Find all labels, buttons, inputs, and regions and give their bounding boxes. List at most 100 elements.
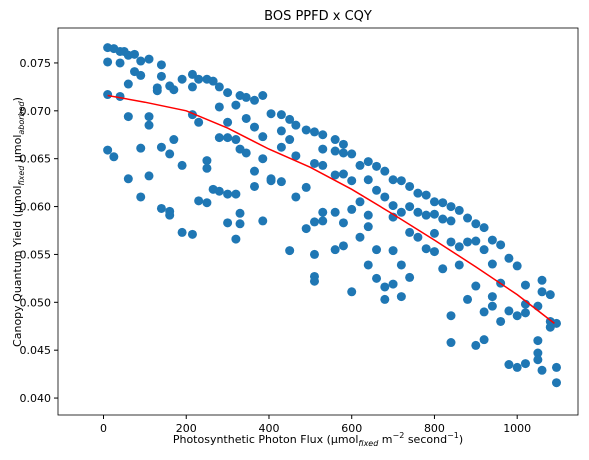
scatter-point [380, 294, 390, 304]
scatter-point [429, 209, 439, 219]
scatter-point [223, 133, 233, 143]
scatter-point [144, 171, 154, 181]
scatter-point [276, 110, 286, 120]
scatter-point [363, 210, 373, 220]
scatter-point [301, 125, 311, 135]
scatter-point [231, 234, 241, 244]
scatter-point [487, 301, 497, 311]
scatter-point [463, 237, 473, 247]
scatter-point [136, 56, 146, 66]
scatter-point [318, 207, 328, 217]
scatter-point [372, 161, 382, 171]
scatter-point [429, 197, 439, 207]
scatter-point [363, 157, 373, 167]
y-label-part: ) [11, 97, 24, 101]
scatter-point [372, 245, 382, 255]
scatter-point [446, 237, 456, 247]
scatter-point [152, 86, 162, 96]
x-label-part: second [404, 433, 447, 446]
scatter-point [276, 126, 286, 136]
scatter-point [537, 275, 547, 285]
scatter-point [454, 242, 464, 252]
y-label-sub: fixed [17, 165, 26, 186]
x-label-sub: fixed [358, 439, 379, 448]
scatter-point [144, 120, 154, 130]
scatter-point [388, 175, 398, 185]
y-axis-label: Canopy Quantum Yield (µmolfixed µmolabor… [11, 97, 26, 347]
scatter-point [177, 227, 187, 237]
x-tick-label: 0 [100, 422, 107, 435]
x-label-sup: −1 [447, 431, 459, 440]
scatter-point [249, 95, 259, 105]
scatter-point [512, 362, 522, 372]
scatter-point [533, 348, 543, 358]
plot-frame [57, 27, 579, 416]
scatter-point [231, 189, 241, 199]
y-tick-label: 0.060 [20, 201, 52, 214]
scatter-point [533, 336, 543, 346]
scatter-point [372, 185, 382, 195]
scatter-point [136, 143, 146, 153]
scatter-point [318, 160, 328, 170]
y-tick-label: 0.045 [20, 344, 52, 357]
scatter-point [291, 192, 301, 202]
y-tick-label: 0.075 [20, 57, 52, 70]
y-tick-label: 0.055 [20, 248, 52, 261]
scatter-point [156, 71, 166, 81]
scatter-point [487, 292, 497, 302]
scatter-point [235, 208, 245, 218]
scatter-point [446, 338, 456, 348]
scatter-point [194, 196, 204, 206]
scatter-point [396, 207, 406, 217]
x-tick-label: 600 [341, 422, 362, 435]
scatter-point [241, 148, 251, 158]
scatter-point [169, 85, 179, 95]
scatter-point [301, 224, 311, 234]
scatter-point [347, 176, 357, 186]
scatter-point [115, 58, 125, 68]
scatter-point [130, 49, 140, 59]
scatter-point [214, 82, 224, 92]
scatter-point [266, 109, 276, 119]
scatter-point [276, 177, 286, 187]
scatter-point [405, 272, 415, 282]
scatter-point [405, 181, 415, 191]
scatter-point [266, 176, 276, 186]
scatter-point [504, 360, 514, 370]
x-label-part: Photosynthetic Photon Flux (µmol [173, 433, 359, 446]
scatter-point [249, 166, 259, 176]
x-tick-label: 1000 [503, 422, 531, 435]
scatter-point [202, 163, 212, 173]
scatter-point [479, 335, 489, 345]
scatter-point [396, 176, 406, 186]
x-axis-label: Photosynthetic Photon Flux (µmolfixed m −… [173, 431, 463, 448]
scatter-point [429, 228, 439, 238]
y-tick-label: 0.040 [20, 392, 52, 405]
scatter-point [249, 122, 259, 132]
scatter-point [214, 186, 224, 196]
x-label-part: m [378, 433, 392, 446]
scatter-point [103, 90, 113, 100]
x-label-part: ) [459, 433, 463, 446]
scatter-point [355, 160, 365, 170]
y-tick-label: 0.070 [20, 105, 52, 118]
scatter-point [136, 70, 146, 80]
scatter-point [123, 174, 133, 184]
scatter-point [144, 54, 154, 64]
scatter-point [355, 197, 365, 207]
scatter-point [258, 132, 268, 142]
scatter-point [258, 91, 268, 100]
scatter-point [291, 151, 301, 161]
scatter-point [276, 142, 286, 152]
scatter-point [496, 316, 506, 326]
scatter-point [463, 213, 473, 223]
scatter-point [413, 207, 423, 217]
scatter-point [520, 280, 530, 290]
scatter-point [504, 253, 514, 263]
scatter-point [235, 219, 245, 229]
scatter-point [372, 273, 382, 283]
scatter-point [347, 204, 357, 214]
scatter-point [258, 154, 268, 164]
scatter-point [285, 135, 295, 145]
